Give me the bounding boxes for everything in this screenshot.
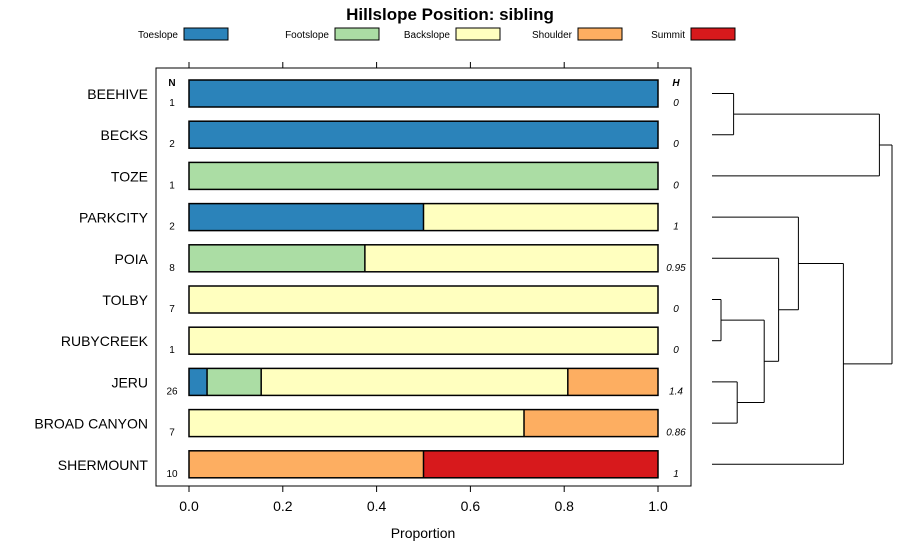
x-tick-label: 0.6 xyxy=(461,498,481,514)
h-value: 0.95 xyxy=(666,263,686,274)
legend-summit-swatch xyxy=(690,27,736,41)
row-beehive: BEEHIVE 1 0 xyxy=(87,79,679,109)
n-value: 10 xyxy=(166,469,178,480)
bar-outline xyxy=(188,450,659,479)
h-value: 1 xyxy=(673,469,679,480)
category-label: TOLBY xyxy=(102,292,148,308)
x-axis-label: Proportion xyxy=(391,525,456,541)
bar-outline xyxy=(188,79,659,108)
x-tick-label: 0.8 xyxy=(554,498,574,514)
bar-segment-summit xyxy=(423,450,658,478)
legend-footslope-label: Footslope xyxy=(285,30,329,41)
h-value: 0 xyxy=(673,304,679,315)
n-value: 1 xyxy=(169,180,175,191)
bar-segment-footslope xyxy=(189,244,365,272)
legend-backslope-label: Backslope xyxy=(404,30,451,41)
x-tick-label: 0.0 xyxy=(179,498,199,514)
n-column-header: N xyxy=(168,78,175,89)
bar-segment-toeslope xyxy=(189,203,424,231)
bar-segment-backslope xyxy=(261,368,568,396)
h-value: 0 xyxy=(673,98,679,109)
bar-segment-shoulder xyxy=(524,409,658,437)
n-value: 2 xyxy=(169,139,175,150)
x-tick-label: 0.2 xyxy=(273,498,293,514)
bar-segment-toeslope xyxy=(189,368,208,396)
h-column-header: H xyxy=(672,78,680,89)
n-value: 7 xyxy=(169,304,175,315)
bar-segment-shoulder xyxy=(567,368,658,396)
bar-outline xyxy=(188,408,659,438)
bar-segment-toeslope xyxy=(189,121,658,149)
chart-title: Hillslope Position: sibling xyxy=(346,5,554,24)
category-label: JERU xyxy=(111,374,148,390)
row-poia: POIA 8 0.95 xyxy=(115,244,686,274)
n-value: 1 xyxy=(169,345,175,356)
row-shermount: SHERMOUNT 10 1 xyxy=(58,450,679,480)
h-value: 0 xyxy=(673,139,679,150)
row-parkcity: PARKCITY 2 1 xyxy=(79,202,679,233)
top-axis-ticks xyxy=(188,62,659,68)
row-tolby: TOLBY 7 0 xyxy=(102,285,679,315)
bar-outline xyxy=(188,367,659,397)
category-label: RUBYCREEK xyxy=(61,333,149,349)
row-jeru: JERU 26 1.4 xyxy=(111,367,683,397)
bar-outline xyxy=(188,285,659,314)
row-toze: TOZE 1 0 xyxy=(111,161,679,191)
x-axis: 0.0 0.2 0.4 0.6 0.8 1.0 xyxy=(179,486,668,514)
x-tick-label: 1.0 xyxy=(648,498,668,514)
bar-outline xyxy=(188,244,659,273)
legend-toeslope-label: Toeslope xyxy=(138,30,178,41)
dendrogram xyxy=(712,93,893,465)
row-becks: BECKS 2 0 xyxy=(101,120,679,150)
h-value: 1.4 xyxy=(669,386,683,397)
h-value: 0 xyxy=(673,180,679,191)
row-rubycreek: RUBYCREEK 1 0 xyxy=(61,326,679,356)
bar-segment-backslope xyxy=(189,327,658,355)
bar-outline xyxy=(188,202,659,232)
n-value: 26 xyxy=(166,386,178,397)
category-label: BECKS xyxy=(101,127,148,143)
h-value: 1 xyxy=(673,222,679,233)
legend: Toeslope Footslope Backslope Shoulder Summit xyxy=(138,27,736,41)
h-value: 0 xyxy=(673,345,679,356)
bar-segment-backslope xyxy=(189,286,658,313)
category-label: TOZE xyxy=(111,168,148,184)
legend-footslope-swatch xyxy=(334,27,380,41)
legend-shoulder-label: Shoulder xyxy=(532,30,573,41)
h-value: 0.86 xyxy=(666,428,686,439)
bar-segment-backslope xyxy=(423,203,658,231)
bar-outline xyxy=(188,326,659,355)
category-label: PARKCITY xyxy=(79,210,149,226)
x-tick-label: 0.4 xyxy=(367,498,387,514)
bar-segment-footslope xyxy=(207,368,262,396)
category-label: POIA xyxy=(115,251,149,267)
bar-outline xyxy=(188,120,659,149)
category-label: BEEHIVE xyxy=(87,86,148,102)
plot-frame xyxy=(155,67,692,487)
n-value: 1 xyxy=(169,98,175,109)
bar-segment-footslope xyxy=(189,162,658,190)
legend-toeslope-swatch xyxy=(183,27,229,41)
bar-segment-backslope xyxy=(189,409,525,437)
bar-segment-shoulder xyxy=(189,450,424,478)
n-value: 8 xyxy=(169,263,175,274)
n-value: 7 xyxy=(169,428,175,439)
legend-shoulder-swatch xyxy=(577,27,623,41)
bar-outline xyxy=(188,161,659,191)
row-broad-canyon: BROAD CANYON 7 0.86 xyxy=(34,408,686,439)
category-label: SHERMOUNT xyxy=(58,457,149,473)
bar-segment-backslope xyxy=(364,244,658,272)
legend-backslope-swatch xyxy=(455,27,501,41)
n-value: 2 xyxy=(169,222,175,233)
bar-segment-toeslope xyxy=(189,80,658,107)
legend-summit-label: Summit xyxy=(651,30,685,41)
category-label: BROAD CANYON xyxy=(34,416,148,432)
